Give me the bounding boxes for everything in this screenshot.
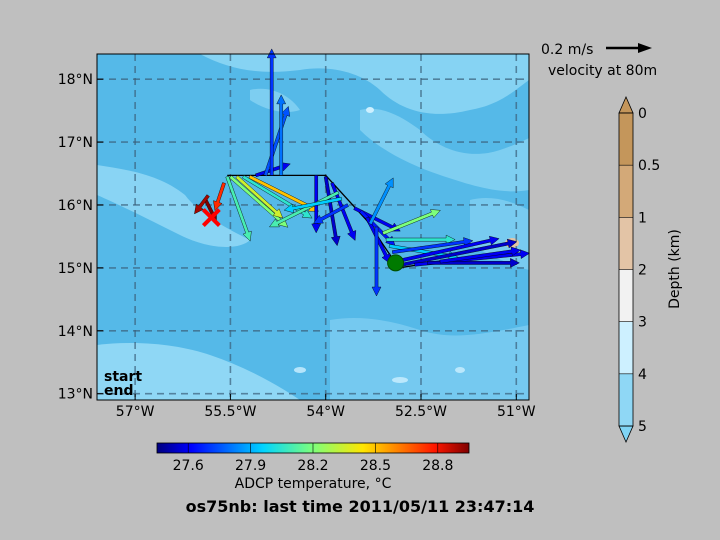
legend-start-label: start <box>104 369 142 385</box>
graticule <box>97 54 529 400</box>
x-tick-label: 55.5°W <box>204 404 256 420</box>
x-tick-label: 51°W <box>497 404 536 420</box>
velocity-vector <box>225 175 252 242</box>
x-tick-label: 52.5°W <box>395 404 447 420</box>
temperature-colorbar-label: ADCP temperature, °C <box>235 476 392 492</box>
depth-colorbar-bottom-extend <box>618 425 634 443</box>
end-marker <box>201 208 221 227</box>
velocity-vector <box>385 234 456 245</box>
velocity-vector <box>330 182 357 241</box>
depth-colorbar-band <box>619 113 633 166</box>
depth-colorbar-tick-label: 4 <box>638 367 647 383</box>
chart-title: os75nb: last time 2011/05/11 23:47:14 <box>186 497 535 516</box>
x-tick-label: 57°W <box>116 404 155 420</box>
depth-colorbar-tick-label: 0 <box>638 106 647 122</box>
velocity-vector <box>266 48 277 176</box>
temperature-colorbar-tick-label: 27.6 <box>173 458 204 474</box>
velocity-vector <box>371 226 382 297</box>
velocity-vector <box>391 237 474 254</box>
velocity-vector <box>394 235 500 264</box>
velocity-vector <box>268 190 340 228</box>
depth-colorbar-label: Depth (km) <box>667 229 683 309</box>
depth-colorbar-band <box>619 269 633 322</box>
velocity-vector <box>323 176 341 247</box>
x-axis-ticks: 57°W 55.5°W 54°W 52.5°W 51°W <box>116 394 536 420</box>
velocity-vector <box>283 196 343 214</box>
depth-colorbar: 0 0.5 1 2 3 4 5 Depth (km) <box>618 96 683 443</box>
depth-colorbar-tick-label: 0.5 <box>638 158 660 174</box>
velocity-vector <box>313 203 349 224</box>
map-frame <box>96 53 530 401</box>
depth-colorbar-tick-label: 2 <box>638 263 647 279</box>
velocity-vector <box>235 175 284 219</box>
depth-colorbar-band <box>619 217 633 270</box>
velocity-vector <box>194 194 210 215</box>
y-tick-label: 16°N <box>58 198 93 214</box>
y-tick-label: 15°N <box>58 261 93 277</box>
depth-colorbar-top-extend <box>618 96 634 114</box>
velocity-vector <box>368 177 394 225</box>
reference-vector-head <box>638 43 652 53</box>
velocity-vector <box>276 94 287 176</box>
reference-vector-key: 0.2 m/s velocity at 80m <box>541 42 657 79</box>
velocity-vector <box>439 246 522 264</box>
reference-vector-label: 0.2 m/s <box>541 42 593 58</box>
x-tick-label: 54°W <box>306 404 345 420</box>
temperature-colorbar-tick-label: 28.2 <box>297 458 328 474</box>
map-panel: start end <box>96 48 531 401</box>
bathymetry-shading <box>97 54 529 400</box>
temperature-colorbar-tick-label: 27.9 <box>235 458 266 474</box>
legend-end-label: end <box>104 383 133 399</box>
y-tick-label: 13°N <box>58 387 93 403</box>
end-marker-stroke <box>201 208 221 227</box>
y-tick-label: 17°N <box>58 135 93 151</box>
depth-colorbar-tick-label: 3 <box>638 315 647 331</box>
temperature-colorbar: 27.6 27.9 28.2 28.5 28.8 ADCP temperature, °… <box>156 442 470 492</box>
velocity-vector <box>401 238 518 267</box>
velocity-vector <box>382 209 441 236</box>
start-marker <box>387 254 405 272</box>
y-tick-label: 18°N <box>58 72 93 88</box>
depth-colorbar-band <box>619 165 633 218</box>
depth-colorbar-tick-label: 1 <box>638 210 647 226</box>
velocity-vectors <box>194 48 531 297</box>
depth-colorbar-band <box>619 373 633 426</box>
y-axis-ticks: 13°N 14°N 15°N 16°N 17°N 18°N <box>58 72 103 403</box>
y-tick-label: 14°N <box>58 324 93 340</box>
reference-vector-sublabel: velocity at 80m <box>548 63 657 79</box>
depth-colorbar-tick-label: 5 <box>638 419 647 435</box>
velocity-vector <box>213 182 226 212</box>
depth-colorbar-band <box>619 321 633 374</box>
temperature-colorbar-tick-label: 28.5 <box>360 458 391 474</box>
temperature-colorbar-tick-label: 28.8 <box>422 458 453 474</box>
